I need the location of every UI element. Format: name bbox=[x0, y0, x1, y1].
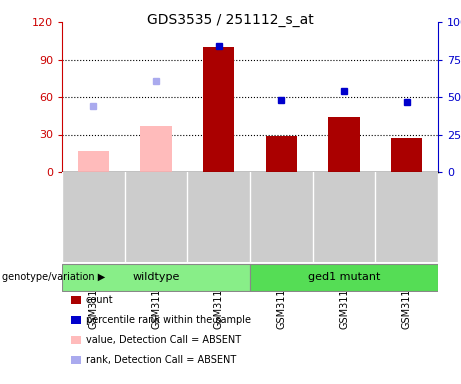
Bar bbox=[391, 138, 422, 172]
Bar bbox=[328, 117, 360, 172]
Bar bbox=[140, 126, 171, 172]
Text: value, Detection Call = ABSENT: value, Detection Call = ABSENT bbox=[86, 335, 241, 345]
Text: GDS3535 / 251112_s_at: GDS3535 / 251112_s_at bbox=[147, 13, 314, 27]
Text: percentile rank within the sample: percentile rank within the sample bbox=[86, 315, 251, 325]
Text: genotype/variation ▶: genotype/variation ▶ bbox=[2, 272, 106, 282]
Bar bbox=[62, 263, 250, 291]
Text: rank, Detection Call = ABSENT: rank, Detection Call = ABSENT bbox=[86, 355, 236, 365]
Bar bbox=[266, 136, 297, 172]
Bar bbox=[77, 151, 109, 172]
Bar bbox=[250, 263, 438, 291]
Text: count: count bbox=[86, 295, 113, 305]
Text: wildtype: wildtype bbox=[132, 272, 180, 282]
Bar bbox=[203, 47, 234, 172]
Text: ged1 mutant: ged1 mutant bbox=[308, 272, 380, 282]
